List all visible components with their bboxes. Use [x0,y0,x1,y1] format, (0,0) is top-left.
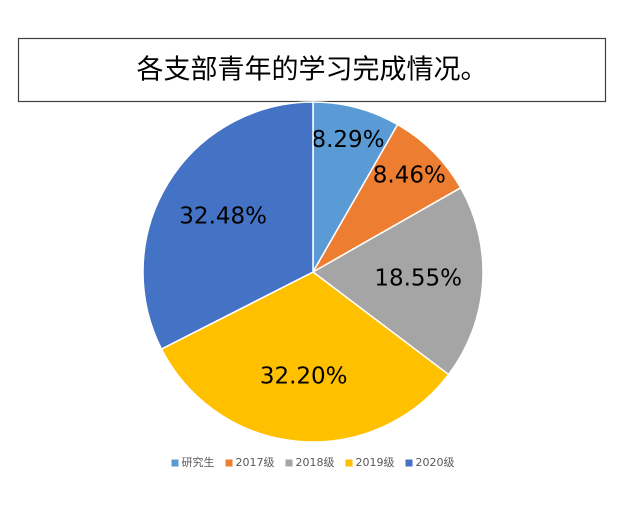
pie-slice [142,101,314,351]
legend-label: 研究生 [182,455,215,469]
legend-swatch [405,459,413,467]
legend-swatch [171,459,179,467]
legend-swatch [345,459,353,467]
legend-swatch [225,459,233,467]
data-label: 32.48% [179,203,267,229]
legend-label: 2018级 [296,456,335,469]
pie-slice [160,271,450,443]
pie: 8.29% 8.46% 18.55% 32.20% 32.48% [142,101,484,443]
data-label: 8.29% [311,127,384,153]
chart-title: 各支部青年的学习完成情况。 [137,55,488,86]
title-box [17,37,607,103]
data-label: 18.55% [374,265,462,291]
data-label: 32.20% [260,363,348,389]
pie-slice [312,101,399,275]
legend-swatch [285,459,293,467]
legend-label: 2019级 [356,456,395,469]
pie-slice [311,186,484,376]
data-label: 8.46% [373,162,446,188]
legend-label: 2020级 [416,456,455,469]
legend: 研究生 2017级 2018级 2019级 2020级 [171,455,455,469]
pie-slice [310,123,462,275]
legend-label: 2017级 [236,456,275,469]
